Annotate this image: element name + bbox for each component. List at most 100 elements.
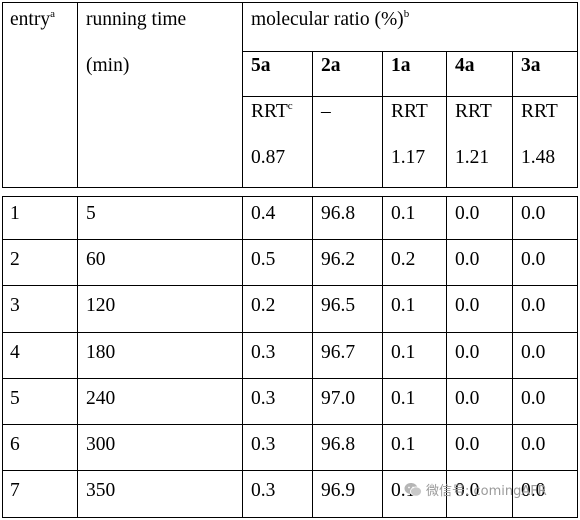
vrule-right-b: [577, 196, 578, 518]
rrt-4a-label: RRT: [455, 101, 492, 122]
vrule-1a-h: [446, 51, 447, 188]
wechat-icon: [404, 482, 422, 498]
cell-3a: 0.0: [521, 480, 546, 501]
cell-4a: 0.0: [455, 388, 480, 409]
vrule-right-h: [577, 2, 578, 188]
rule-top: [2, 2, 578, 3]
cell-2a: 96.5: [321, 295, 356, 316]
rrt-5a-footnote: c: [287, 100, 293, 112]
cell-entry: 6: [10, 434, 20, 455]
cell-1a: 0.1: [391, 295, 416, 316]
cell-running-time: 240: [86, 388, 116, 409]
rrt-2a: –: [321, 101, 331, 122]
header-compound-2a: 2a: [321, 55, 341, 76]
cell-2a: 96.8: [321, 203, 356, 224]
rule-row-1: [2, 239, 578, 240]
watermark-text: 微信号: comingAFR: [426, 484, 547, 499]
header-compound-1a: 1a: [391, 55, 411, 76]
rrt-1a-value: 1.17: [391, 147, 426, 168]
rule-header-sub: [242, 51, 578, 52]
vrule-entry-h: [77, 2, 78, 188]
vrule-4a-h: [512, 51, 513, 188]
cell-2a: 96.9: [321, 480, 356, 501]
cell-4a: 0.0: [455, 203, 480, 224]
header-compound-3a: 3a: [521, 55, 541, 76]
cell-1a: 0.2: [391, 249, 416, 270]
cell-4a: 0.0: [455, 342, 480, 363]
cell-5a: 0.5: [251, 249, 276, 270]
rule-row-4: [2, 378, 578, 379]
header-running-time: running time: [86, 8, 186, 32]
rrt-5a: RRTc: [251, 100, 293, 126]
cell-1a: 0.1: [391, 342, 416, 363]
rule-row-2: [2, 285, 578, 286]
cell-3a: 0.0: [521, 249, 546, 270]
vrule-2a-b: [382, 196, 383, 518]
cell-2a: 96.7: [321, 342, 356, 363]
header-entry-footnote: a: [50, 8, 55, 20]
rule-bottom: [2, 517, 578, 518]
cell-1a: 0.1: [391, 434, 416, 455]
vrule-1a-b: [446, 196, 447, 518]
header-running-time-unit-label: (min): [86, 55, 130, 76]
rule-row-3: [2, 332, 578, 333]
header-molecular-ratio-footnote: b: [403, 8, 410, 20]
rule-rrt-top: [242, 96, 578, 97]
header-compound-4a: 4a: [455, 55, 475, 76]
vrule-5a-h: [312, 51, 313, 188]
header-entry: entrya: [10, 8, 55, 34]
watermark: 微信号: comingAFR: [404, 480, 547, 499]
cell-entry: 5: [10, 388, 20, 409]
rrt-3a-label: RRT: [521, 101, 558, 122]
header-running-time-unit: (min): [86, 54, 129, 78]
rule-row-6: [2, 470, 578, 471]
vrule-2a-h: [382, 51, 383, 188]
cell-entry: 1: [10, 203, 20, 224]
cell-running-time: 120: [86, 295, 116, 316]
header-molecular-ratio-label: molecular ratio (%): [251, 9, 404, 30]
vrule-5a-b: [312, 196, 313, 518]
cell-running-time: 5: [86, 203, 96, 224]
cell-running-time: 180: [86, 342, 116, 363]
rule-header-bottom-1: [2, 187, 578, 188]
cell-3a: 0.0: [521, 434, 546, 455]
cell-4a: 0.0: [455, 295, 480, 316]
cell-1a: 0.1: [391, 203, 416, 224]
cell-3a: 0.0: [521, 203, 546, 224]
vrule-entry-b: [77, 196, 78, 518]
header-compound-5a: 5a: [251, 55, 271, 76]
header-entry-label: entry: [10, 9, 51, 30]
rrt-4a-value: 1.21: [455, 147, 490, 168]
cell-4a: 0.0: [455, 434, 480, 455]
vrule-time-h: [242, 2, 243, 188]
cell-running-time: 350: [86, 480, 116, 501]
rule-row-5: [2, 424, 578, 425]
cell-entry: 4: [10, 342, 20, 363]
cell-running-time: 60: [86, 249, 106, 270]
cell-4a: 0.0: [455, 249, 480, 270]
cell-2a: 97.0: [321, 388, 356, 409]
vrule-4a-b: [512, 196, 513, 518]
rule-header-bottom-2: [2, 196, 578, 197]
cell-entry: 3: [10, 295, 20, 316]
vrule-left-b: [2, 196, 3, 518]
cell-entry: 2: [10, 249, 20, 270]
header-running-time-label: running time: [86, 9, 187, 30]
cell-5a: 0.3: [251, 342, 276, 363]
cell-running-time: 300: [86, 434, 116, 455]
cell-5a: 0.2: [251, 295, 276, 316]
cell-5a: 0.4: [251, 203, 276, 224]
cell-1a: 0.1: [391, 388, 416, 409]
cell-5a: 0.3: [251, 434, 276, 455]
cell-2a: 96.2: [321, 249, 356, 270]
rrt-5a-label: RRT: [251, 101, 288, 122]
vrule-time-b: [242, 196, 243, 518]
cell-5a: 0.3: [251, 480, 276, 501]
header-molecular-ratio: molecular ratio (%)b: [251, 8, 409, 34]
cell-entry: 7: [10, 480, 20, 501]
cell-5a: 0.3: [251, 388, 276, 409]
cell-3a: 0.0: [521, 342, 546, 363]
cell-2a: 96.8: [321, 434, 356, 455]
cell-3a: 0.0: [521, 388, 546, 409]
